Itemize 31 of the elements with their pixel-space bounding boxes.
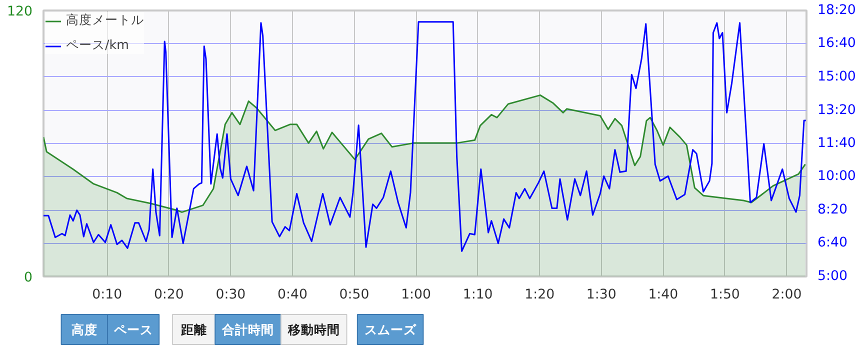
y2-tick-label: 13:20	[818, 102, 856, 118]
y2-tick-label: 15:00	[818, 69, 856, 84]
x-tick-label: 1:30	[586, 288, 616, 302]
text: スムーズ	[364, 322, 418, 337]
x-tick-label: 1:00	[401, 288, 432, 302]
y2-tick-label: 16:40	[818, 36, 856, 52]
legend-label: ペース/km	[66, 37, 129, 54]
x-tick-label: 1:50	[710, 288, 740, 302]
text: 距離	[180, 322, 207, 337]
x-tick-label: 0:40	[278, 288, 308, 302]
x-tick-label: 1:40	[648, 288, 678, 302]
y2-tick-label: 10:00	[818, 169, 856, 184]
y-tick-label: 120	[7, 4, 33, 20]
text: ペース	[112, 322, 153, 337]
x-tick-label: 0:30	[216, 288, 246, 302]
y2-tick-label: 8:20	[818, 202, 848, 218]
x-tick-label: 1:20	[524, 288, 555, 302]
y2-tick-label: 11:40	[818, 136, 856, 151]
y-tick-label: 0	[24, 270, 33, 286]
y2-tick-label: 18:20	[818, 3, 856, 18]
x-tick-label: 0:50	[339, 288, 370, 302]
legend-label: 高度メートル	[66, 12, 144, 29]
x-tick-label: 0:20	[154, 288, 184, 302]
text: 高度	[71, 322, 98, 337]
text: 合計時間	[221, 322, 274, 337]
y2-tick-label: 6:40	[818, 236, 848, 251]
y2-tick-label: 5:00	[818, 269, 848, 284]
text: 移動時間	[286, 322, 340, 337]
x-tick-label: 0:10	[92, 288, 122, 302]
x-tick-label: 2:00	[772, 288, 802, 302]
x-tick-label: 1:10	[462, 288, 493, 302]
